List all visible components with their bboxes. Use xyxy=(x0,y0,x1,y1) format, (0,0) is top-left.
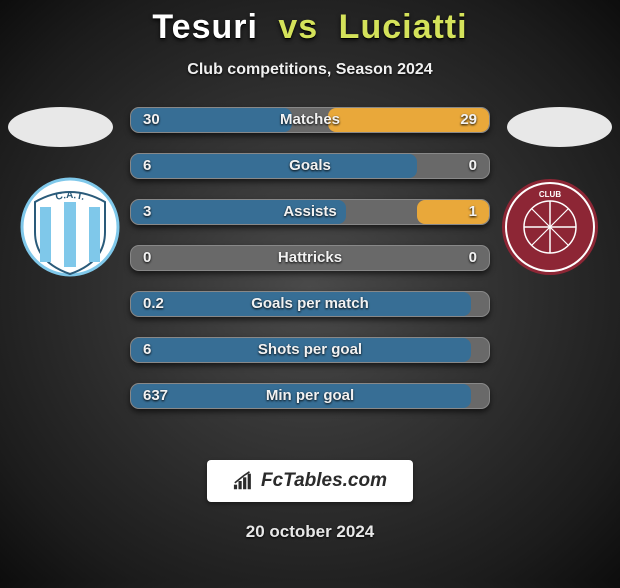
watermark: FcTables.com xyxy=(207,460,413,502)
stat-row: Hattricks0 0 xyxy=(130,245,490,271)
stat-row: Goals per match0.2 xyxy=(130,291,490,317)
player2-name: Luciatti xyxy=(339,8,468,46)
stat-label: Hattricks xyxy=(131,249,489,266)
subtitle: Club competitions, Season 2024 xyxy=(0,61,620,79)
stat-row: Min per goal637 xyxy=(130,383,490,409)
stat-value-left: 637 xyxy=(143,387,168,404)
stat-row: Assists3 1 xyxy=(130,199,490,225)
flag-right xyxy=(507,107,612,147)
svg-text:CLUB: CLUB xyxy=(539,190,561,199)
flag-left xyxy=(8,107,113,147)
team-left-logo: C.A.T. xyxy=(20,177,120,277)
stat-row: Matches30 29 xyxy=(130,107,490,133)
atletico-tucuman-crest-icon: C.A.T. xyxy=(20,177,120,277)
stat-value-right: 1 xyxy=(469,203,477,220)
comparison-content: C.A.T. CLUB Matches3029Goals60Assists31H… xyxy=(0,107,620,447)
watermark-text: FcTables.com xyxy=(261,470,387,492)
stat-value-right: 0 xyxy=(469,157,477,174)
date-label: 20 october 2024 xyxy=(0,522,620,542)
stat-label: Shots per goal xyxy=(131,341,489,358)
stat-value-left: 6 xyxy=(143,341,151,358)
stat-label: Min per goal xyxy=(131,387,489,404)
stat-row: Shots per goal6 xyxy=(130,337,490,363)
stat-label: Goals per match xyxy=(131,295,489,312)
stat-value-left: 6 xyxy=(143,157,151,174)
stat-label: Matches xyxy=(131,111,489,128)
stat-value-right: 0 xyxy=(469,249,477,266)
stat-value-left: 0 xyxy=(143,249,151,266)
stat-value-left: 30 xyxy=(143,111,160,128)
fctables-logo-icon xyxy=(233,471,255,491)
team-right-logo: CLUB xyxy=(500,177,600,277)
player1-name: Tesuri xyxy=(152,8,258,46)
page-title: Tesuri vs Luciatti xyxy=(0,8,620,47)
vs-label: vs xyxy=(278,8,318,46)
stat-value-left: 3 xyxy=(143,203,151,220)
stat-label: Assists xyxy=(131,203,489,220)
lanus-crest-icon: CLUB xyxy=(500,177,600,277)
stat-value-right: 29 xyxy=(460,111,477,128)
stat-label: Goals xyxy=(131,157,489,174)
stat-value-left: 0.2 xyxy=(143,295,164,312)
stat-row: Goals6 0 xyxy=(130,153,490,179)
stat-bars: Matches3029Goals60Assists31Hattricks00Go… xyxy=(130,107,490,429)
